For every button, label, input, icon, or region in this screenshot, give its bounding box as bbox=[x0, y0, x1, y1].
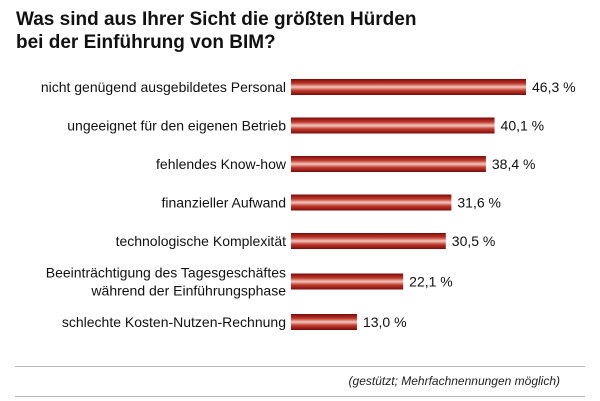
category-label: technologische Komplexität bbox=[116, 233, 287, 249]
category-label: schlechte Kosten-Nutzen-Rechnung bbox=[62, 314, 286, 330]
category-label: nicht genügend ausgebildetes Personal bbox=[41, 79, 286, 95]
category-label: finanzieller Aufwand bbox=[161, 195, 286, 211]
value-label: 31,6 % bbox=[457, 195, 501, 211]
category-label: Beeinträchtigung des Tagesgeschäftes währ… bbox=[46, 265, 286, 299]
chart-title-line-2: bei der Einführung von BIM? bbox=[16, 32, 276, 53]
bar bbox=[291, 79, 526, 95]
footnote: (gestützt; Mehrfachnennungen möglich) bbox=[348, 374, 560, 388]
bar bbox=[291, 233, 446, 249]
bar bbox=[291, 273, 404, 290]
bar bbox=[291, 117, 495, 134]
value-label: 22,1 % bbox=[409, 274, 453, 290]
value-label: 46,3 % bbox=[532, 79, 576, 95]
chart-title-line-1: Was sind aus Ihrer Sicht die größten Hür… bbox=[16, 9, 417, 30]
value-label: 13,0 % bbox=[363, 314, 407, 330]
chart-title: Was sind aus Ihrer Sicht die größten Hür… bbox=[16, 8, 576, 54]
value-label: 30,5 % bbox=[452, 233, 496, 249]
bar bbox=[291, 314, 357, 330]
bar bbox=[291, 194, 452, 211]
value-label: 38,4 % bbox=[492, 156, 536, 172]
value-label: 40,1 % bbox=[501, 118, 545, 134]
category-label: ungeeignet für den eigenen Betrieb bbox=[67, 118, 286, 134]
footer-divider-top bbox=[15, 366, 585, 367]
category-label: fehlendes Know-how bbox=[156, 156, 287, 172]
bar bbox=[291, 156, 486, 172]
footer-divider-bottom bbox=[15, 396, 585, 397]
